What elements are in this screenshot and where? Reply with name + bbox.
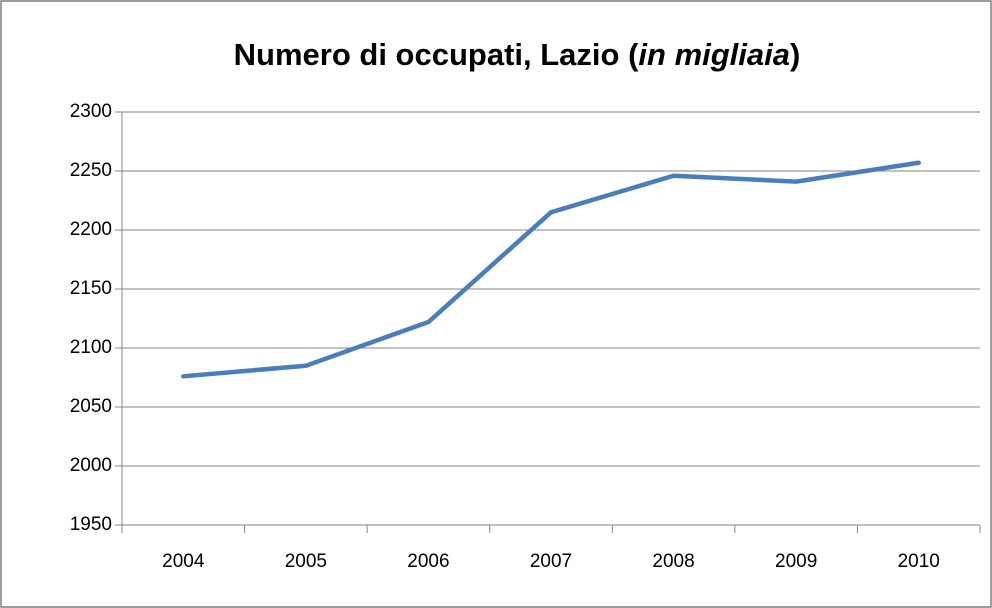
y-tick-label: 1950 — [70, 514, 112, 535]
y-tick-label: 2000 — [70, 455, 112, 476]
y-tick-label: 2150 — [70, 278, 112, 299]
chart-title: Numero di occupati, Lazio (in migliaia) — [234, 37, 801, 72]
data-line — [181, 160, 921, 379]
x-tick-label: 2009 — [775, 551, 817, 572]
y-tick-label: 2050 — [70, 396, 112, 417]
x-tick-label: 2005 — [285, 551, 327, 572]
y-tick-label: 2200 — [70, 219, 112, 240]
title-part: in migliaia — [638, 37, 790, 72]
y-tick-label: 2100 — [70, 337, 112, 358]
x-tick-label: 2010 — [898, 551, 940, 572]
x-tick-label: 2007 — [530, 551, 572, 572]
x-tick-label: 2004 — [162, 551, 205, 572]
title-part: Numero di occupati, Lazio ( — [234, 37, 639, 72]
x-tick-label: 2008 — [652, 551, 694, 572]
x-tick-label: 2006 — [407, 551, 449, 572]
y-tick-label: 2300 — [70, 101, 112, 122]
title-part: ) — [790, 37, 800, 72]
y-tick-label: 2250 — [70, 160, 112, 181]
